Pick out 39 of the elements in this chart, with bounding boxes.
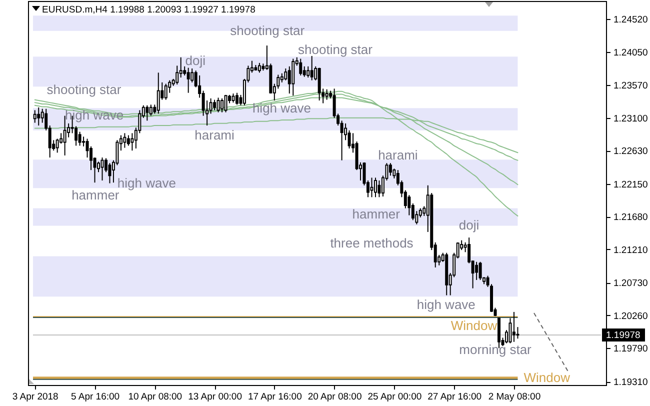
x-tick-label: 3 Apr 2018 [12, 392, 58, 402]
y-tick-label: 1.19790 [614, 344, 648, 355]
x-tick-label: 25 Apr 00:00 [368, 392, 422, 402]
x-tick-label: 27 Apr 16:00 [428, 392, 482, 402]
annotation: high wave [416, 297, 476, 312]
annotation: harami [378, 148, 418, 163]
x-tick-label: 5 Apr 16:00 [70, 392, 120, 402]
y-tick-label: 1.23570 [614, 80, 648, 92]
band-label: Window [450, 318, 498, 334]
annotation: shooting star [298, 42, 374, 57]
chart-title: EURUSD.m,H4 1.19988 1.20093 1.19927 1.19978 [42, 4, 256, 16]
x-tick-label: 13 Apr 00:00 [188, 392, 242, 402]
annotation: three methods [330, 235, 414, 250]
annotation: doji [185, 52, 206, 68]
annotation: hammer [72, 187, 120, 202]
x-tick-label: 17 Apr 16:00 [248, 392, 302, 402]
annotation: harami [194, 128, 235, 143]
annotation: hammer [352, 206, 401, 222]
annotation: shooting star [46, 82, 122, 97]
annotation: high wave [252, 100, 311, 116]
annotation: doji [458, 217, 480, 232]
y-tick-label: 1.23100 [614, 113, 648, 124]
y-tick-label: 1.21680 [614, 212, 648, 224]
y-tick-label: 1.24050 [614, 47, 648, 58]
x-tick-label: 2 May 08:00 [488, 392, 541, 402]
annotation: shooting star [230, 22, 306, 38]
y-tick-label: 1.20730 [614, 278, 648, 290]
x-tick-label: 10 Apr 08:00 [128, 392, 182, 402]
y-tick-label: 1.20260 [614, 310, 648, 322]
y-tick-label: 1.19310 [614, 377, 648, 388]
annotation: morning star [459, 342, 532, 358]
y-tick-label: 1.22150 [614, 179, 648, 190]
x-tick-label: 20 Apr 08:00 [308, 392, 362, 402]
y-tick-label: 1.24520 [614, 14, 648, 26]
y-tick-label: 1.21210 [614, 244, 648, 256]
y-tick-label: 1.22630 [614, 146, 648, 158]
band-label: Window [524, 370, 571, 386]
ref-line-label: 1.19978 [606, 330, 640, 342]
annotation: high wave [117, 176, 176, 191]
